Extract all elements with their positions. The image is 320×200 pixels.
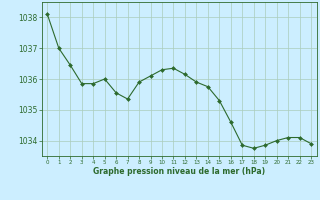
X-axis label: Graphe pression niveau de la mer (hPa): Graphe pression niveau de la mer (hPa)	[93, 167, 265, 176]
